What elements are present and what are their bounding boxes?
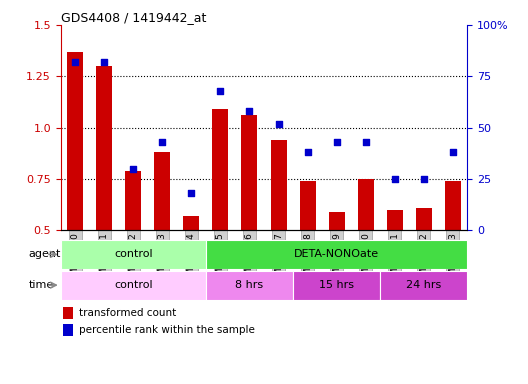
- Point: [449, 149, 457, 156]
- Point: [158, 139, 167, 145]
- Bar: [125, 171, 142, 230]
- Bar: [206, 271, 293, 300]
- Point: [71, 59, 80, 65]
- Point: [275, 121, 283, 127]
- Bar: [183, 216, 200, 230]
- Bar: [96, 66, 112, 230]
- Text: percentile rank within the sample: percentile rank within the sample: [79, 325, 255, 335]
- Bar: [67, 52, 83, 230]
- Point: [245, 108, 254, 114]
- Bar: [357, 179, 374, 230]
- Point: [100, 59, 109, 65]
- Bar: [299, 181, 316, 230]
- Bar: [328, 212, 345, 230]
- Text: 8 hrs: 8 hrs: [235, 280, 263, 290]
- Bar: [380, 271, 467, 300]
- Bar: [206, 240, 467, 269]
- Bar: [61, 271, 206, 300]
- Text: 24 hrs: 24 hrs: [406, 280, 441, 290]
- Text: control: control: [114, 249, 153, 260]
- Bar: [386, 210, 403, 230]
- Point: [361, 139, 370, 145]
- Bar: [212, 109, 229, 230]
- Text: 15 hrs: 15 hrs: [319, 280, 354, 290]
- Point: [420, 176, 428, 182]
- Text: control: control: [114, 280, 153, 290]
- Bar: [270, 140, 287, 230]
- Bar: [63, 324, 73, 336]
- Point: [333, 139, 341, 145]
- Text: agent: agent: [29, 249, 61, 260]
- Bar: [63, 307, 73, 319]
- Bar: [154, 152, 171, 230]
- Text: DETA-NONOate: DETA-NONOate: [294, 249, 379, 260]
- Bar: [293, 271, 380, 300]
- Text: time: time: [29, 280, 54, 290]
- Bar: [241, 115, 258, 230]
- Point: [187, 190, 196, 197]
- Bar: [445, 181, 461, 230]
- Text: transformed count: transformed count: [79, 308, 176, 318]
- Point: [303, 149, 312, 156]
- Point: [216, 88, 225, 94]
- Point: [129, 166, 138, 172]
- Bar: [416, 208, 432, 230]
- Point: [391, 176, 399, 182]
- Bar: [61, 240, 206, 269]
- Text: GDS4408 / 1419442_at: GDS4408 / 1419442_at: [61, 11, 206, 24]
